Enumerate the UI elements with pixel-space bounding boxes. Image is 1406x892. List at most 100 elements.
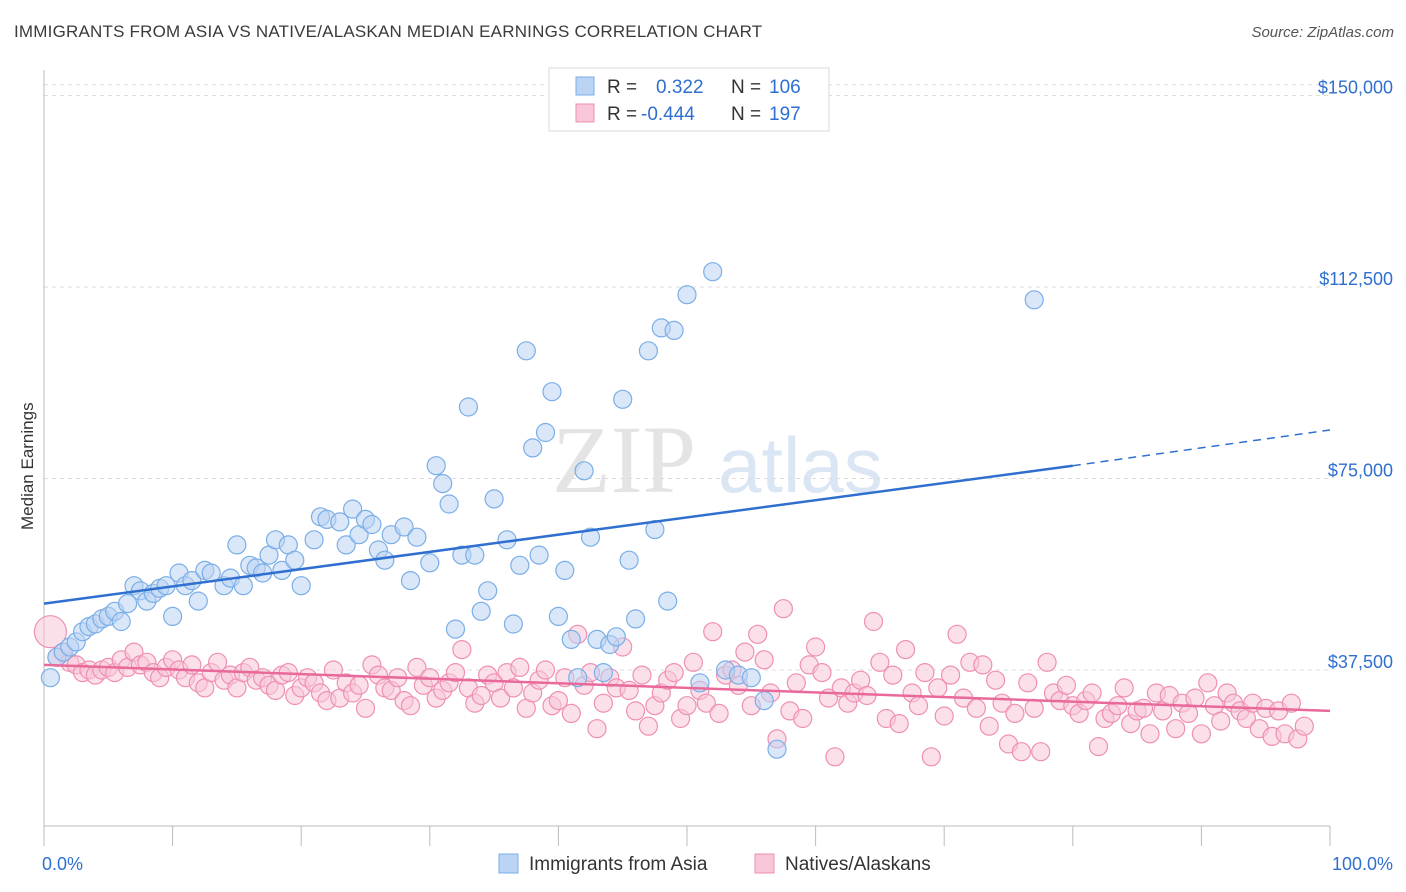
blue-point-91	[677, 285, 697, 305]
legend-r-value-1: 0.322	[656, 77, 704, 98]
legend-n-label-2: N =	[731, 104, 761, 125]
pink-point-180	[1198, 673, 1218, 693]
blue-point-80	[593, 662, 614, 683]
blue-point-28	[227, 535, 247, 555]
pink-point-170	[1133, 698, 1154, 718]
blue-point-62	[471, 601, 491, 621]
pink-point-146	[979, 716, 999, 736]
pink-point-129	[870, 652, 890, 672]
pink-point-48	[349, 675, 369, 695]
pink-point-85	[587, 719, 607, 739]
pink-point-147	[985, 670, 1006, 690]
blue-point-44	[343, 499, 363, 519]
bottom-legend-label-asia: Immigrants from Asia	[529, 854, 708, 875]
pink-point-70	[490, 688, 511, 708]
pink-point-92	[632, 665, 652, 685]
blue-point-58	[445, 619, 466, 639]
blue-point-89	[658, 591, 678, 611]
pink-point-119	[805, 637, 826, 657]
blue-point-11	[111, 611, 131, 632]
pink-point-57	[407, 657, 427, 678]
blue-point-63	[478, 581, 498, 601]
pink-point-171	[1140, 724, 1160, 744]
pink-point-178	[1185, 688, 1205, 708]
blue-point-60	[458, 397, 478, 417]
pink-point-100	[683, 652, 704, 672]
chart-source: Source: ZipAtlas.com	[1251, 24, 1394, 41]
blue-point-71	[535, 422, 556, 443]
chart-title: IMMIGRANTS FROM ASIA VS NATIVE/ALASKAN M…	[14, 22, 763, 41]
blue-point-97	[754, 690, 774, 711]
pink-point-162	[1082, 683, 1102, 703]
blue-point-49	[375, 550, 395, 570]
pink-point-77	[535, 660, 556, 680]
legend-swatch-pink	[575, 103, 595, 123]
trend-line-asia-extension	[1072, 429, 1331, 467]
blue-point-83	[613, 389, 633, 409]
legend-n-label-1: N =	[731, 77, 761, 98]
blue-point-29	[233, 576, 253, 596]
legend-r-label-1: R =	[607, 77, 637, 98]
blue-point-75	[561, 629, 581, 650]
pink-point-135	[908, 696, 929, 716]
legend-n-value-2: 197	[769, 104, 801, 125]
pink-point-97	[664, 662, 684, 683]
bottom-legend-swatch-pink	[754, 853, 775, 874]
pink-point-167	[1114, 678, 1134, 698]
blue-point-39	[304, 530, 324, 550]
bottom-legend-label-natives: Natives/Alaskans	[785, 854, 931, 875]
pink-point-90	[619, 680, 639, 701]
blue-point-37	[285, 550, 305, 570]
pink-point-73	[510, 657, 530, 678]
pink-point-193	[1281, 693, 1302, 713]
blue-point-54	[420, 553, 440, 573]
blue-point-76	[568, 668, 588, 688]
blue-point-57	[439, 494, 459, 514]
blue-point-56	[433, 474, 453, 494]
series-legend: Immigrants from Asia Natives/Alaskans	[498, 853, 931, 875]
y-tick-label-3: $150,000	[1318, 78, 1393, 98]
natives-alaskans-points	[33, 599, 1314, 767]
pink-point-140	[940, 665, 961, 685]
pink-point-136	[915, 662, 935, 683]
pink-point-141	[947, 624, 967, 644]
blue-point-23	[188, 591, 208, 611]
blue-point-55	[426, 456, 446, 476]
pink-point-128	[863, 611, 884, 632]
blue-point-53	[407, 527, 427, 547]
pink-point-131	[883, 665, 903, 685]
blue-point-74	[555, 560, 575, 581]
y-tick-label-0: $37,500	[1328, 652, 1393, 672]
pink-point-182	[1211, 711, 1231, 731]
blue-point-52	[400, 570, 421, 591]
pink-point-155	[1037, 652, 1057, 672]
blue-point-96	[741, 668, 761, 688]
x-tick-label-1: 100.0%	[1332, 854, 1393, 874]
pink-point-154	[1031, 742, 1051, 762]
pink-point-102	[696, 693, 716, 713]
pink-point-179	[1191, 724, 1212, 744]
blue-point-67	[510, 555, 530, 575]
pink-point-81	[561, 703, 581, 724]
x-tick-labels: 0.0% 100.0%	[42, 854, 1393, 874]
y-axis-label: Median Earnings	[18, 402, 37, 530]
blue-point-99	[1024, 290, 1044, 310]
pink-point-116	[786, 673, 806, 693]
blue-point-38	[291, 576, 311, 596]
pink-point-49	[355, 698, 376, 718]
trend-line-natives	[43, 663, 1331, 713]
y-tick-label-1: $75,000	[1328, 461, 1393, 481]
blue-point-78	[580, 527, 601, 547]
x-tick-label-0: 0.0%	[42, 854, 83, 874]
pink-point-152	[1018, 673, 1038, 693]
pink-point-145	[973, 655, 993, 675]
pink-point-111	[754, 650, 774, 670]
blue-point-84	[619, 550, 639, 570]
pink-point-72	[503, 678, 524, 698]
pink-point-137	[921, 747, 941, 767]
trend-line-asia	[43, 464, 1073, 605]
pink-point-108	[735, 642, 755, 662]
blue-point-93	[703, 262, 723, 282]
pink-point-117	[793, 708, 813, 729]
blue-point-85	[625, 609, 646, 629]
